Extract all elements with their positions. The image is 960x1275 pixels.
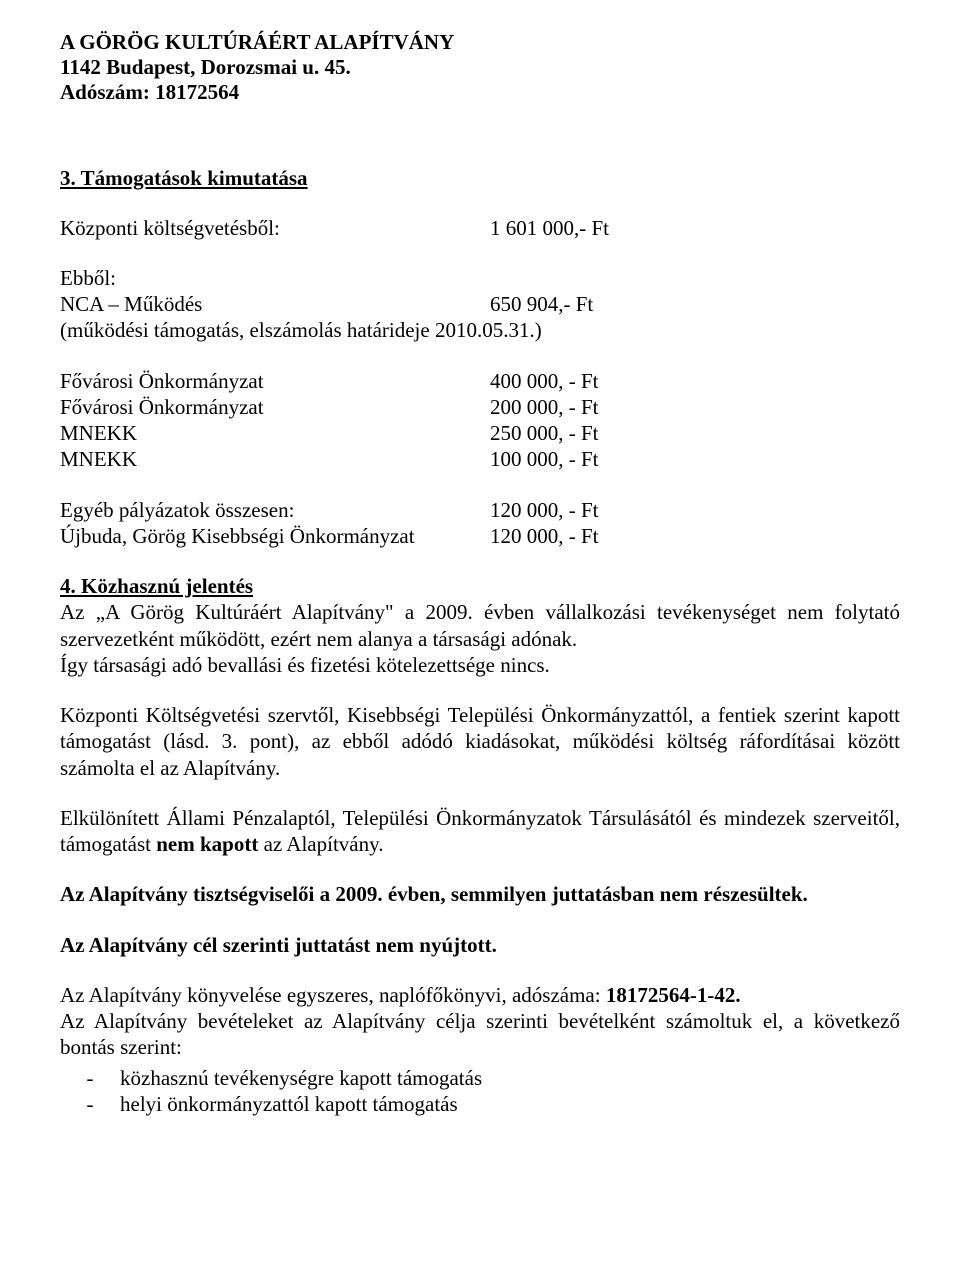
dash-icon: - [60, 1091, 120, 1117]
p6-part-a: Az Alapítvány könyvelése egyszeres, napl… [60, 983, 606, 1007]
item-label: MNEKK [60, 420, 490, 446]
item-value: 120 000, - Ft [490, 523, 900, 549]
item-label: Újbuda, Görög Kisebbségi Önkormányzat [60, 523, 490, 549]
section3-title: 3. Támogatások kimutatása [60, 166, 900, 191]
p3-part-b: nem kapott [156, 832, 258, 856]
section4-p1b: Így társasági adó bevallási és fizetési … [60, 653, 550, 677]
item-label: Fővárosi Önkormányzat [60, 394, 490, 420]
item-label: Egyéb pályázatok összesen: [60, 497, 490, 523]
list-item: - közhasznú tevékenységre kapott támogat… [60, 1065, 900, 1091]
p3-part-c: az Alapítvány. [258, 832, 383, 856]
item-label: Fővárosi Önkormányzat [60, 368, 490, 394]
table-row: Újbuda, Görög Kisebbségi Önkormányzat 12… [60, 523, 900, 549]
other-funding: Egyéb pályázatok összesen: 120 000, - Ft… [60, 497, 900, 550]
table-row: MNEKK 100 000, - Ft [60, 446, 900, 472]
list-item: - helyi önkormányzattól kapott támogatás [60, 1091, 900, 1117]
document-page: A GÖRÖG KULTÚRÁÉRT ALAPÍTVÁNY 1142 Budap… [0, 0, 960, 1275]
item-value: 120 000, - Ft [490, 497, 900, 523]
org-address: 1142 Budapest, Dorozsmai u. 45. [60, 55, 900, 80]
org-taxid: Adószám: 18172564 [60, 80, 900, 105]
item-value: 250 000, - Ft [490, 420, 900, 446]
table-row: Fővárosi Önkormányzat 400 000, - Ft [60, 368, 900, 394]
central-budget-label: Központi költségvetésből: [60, 215, 490, 241]
section4-p6: Az Alapítvány könyvelése egyszeres, napl… [60, 982, 900, 1008]
table-row: Egyéb pályázatok összesen: 120 000, - Ft [60, 497, 900, 523]
document-header: A GÖRÖG KULTÚRÁÉRT ALAPÍTVÁNY 1142 Budap… [60, 30, 900, 106]
section4-p4: Az Alapítvány tisztségviselői a 2009. év… [60, 881, 900, 907]
table-row: Fővárosi Önkormányzat 200 000, - Ft [60, 394, 900, 420]
org-name: A GÖRÖG KULTÚRÁÉRT ALAPÍTVÁNY [60, 30, 900, 55]
section4-p3: Elkülönített Állami Pénzalaptól, Települ… [60, 805, 900, 858]
nca-note: (működési támogatás, elszámolás határide… [60, 317, 900, 343]
section4-p7: Az Alapítvány bevételeket az Alapítvány … [60, 1008, 900, 1061]
bullet-text: helyi önkormányzattól kapott támogatás [120, 1091, 900, 1117]
section4: 4. Közhasznú jelentés Az „A Görög Kultúr… [60, 573, 900, 678]
p6-part-b: 18172564-1-42. [606, 983, 741, 1007]
section4-p2: Központi Költségvetési szervtől, Kisebbs… [60, 702, 900, 781]
ebbol-block: Ebből: NCA – Működés 650 904,- Ft (működ… [60, 265, 900, 344]
section4-title: 4. Közhasznú jelentés [60, 574, 253, 598]
section4-p1: Az „A Görög Kultúráért Alapítvány" a 200… [60, 600, 900, 650]
table-row: MNEKK 250 000, - Ft [60, 420, 900, 446]
bullet-list: - közhasznú tevékenységre kapott támogat… [60, 1065, 900, 1118]
nca-label: NCA – Működés [60, 291, 490, 317]
item-value: 400 000, - Ft [490, 368, 900, 394]
bullet-text: közhasznú tevékenységre kapott támogatás [120, 1065, 900, 1091]
item-value: 100 000, - Ft [490, 446, 900, 472]
item-value: 200 000, - Ft [490, 394, 900, 420]
ebbol-label: Ebből: [60, 265, 490, 291]
dash-icon: - [60, 1065, 120, 1091]
section4-p5: Az Alapítvány cél szerinti juttatást nem… [60, 932, 900, 958]
central-budget-value: 1 601 000,- Ft [490, 215, 900, 241]
central-budget-row: Központi költségvetésből: 1 601 000,- Ft [60, 215, 900, 241]
funding-items: Fővárosi Önkormányzat 400 000, - Ft Fővá… [60, 368, 900, 473]
nca-value: 650 904,- Ft [490, 291, 900, 317]
item-label: MNEKK [60, 446, 490, 472]
